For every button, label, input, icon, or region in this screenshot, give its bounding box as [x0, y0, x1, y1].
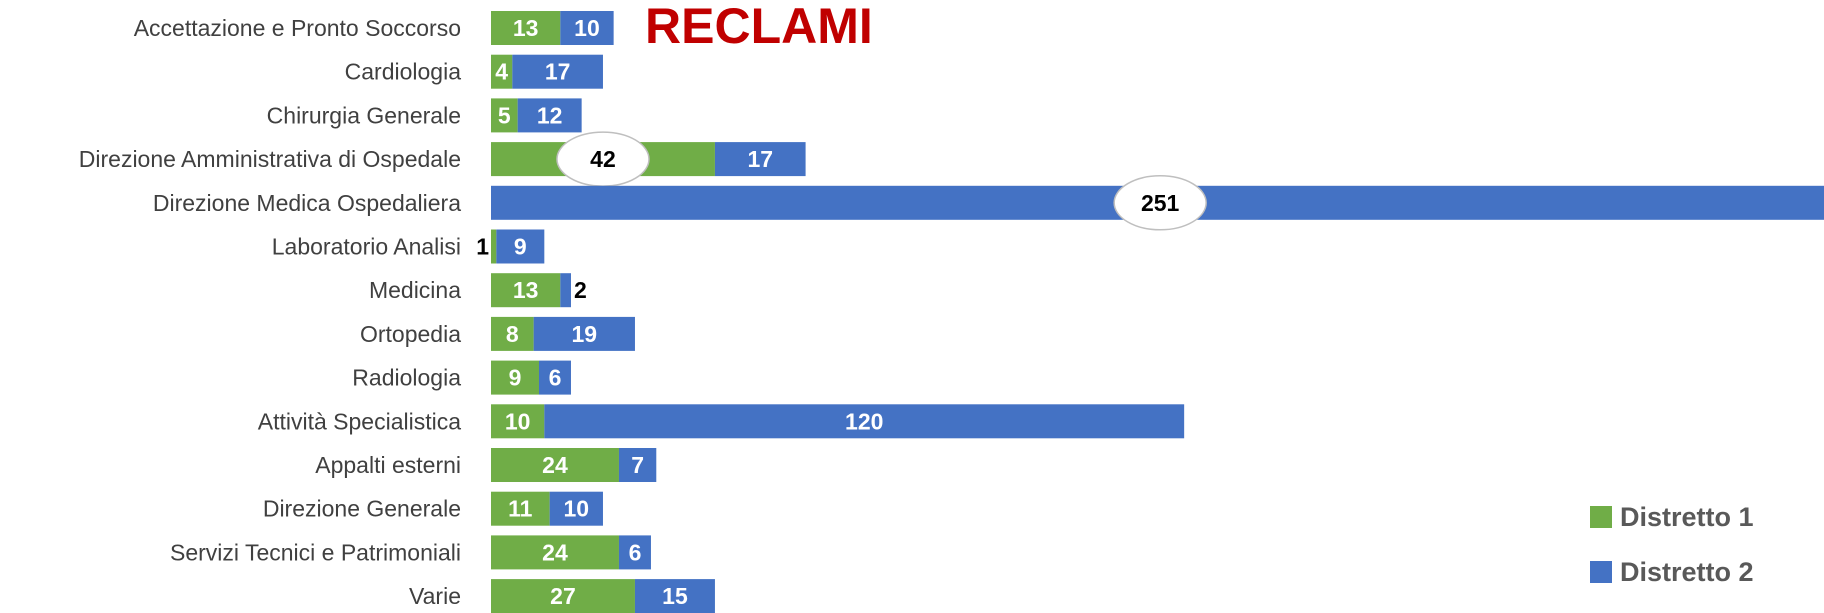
bar-segment: [491, 579, 635, 613]
category-label: Ortopedia: [360, 321, 461, 347]
value-label: 120: [845, 408, 883, 434]
value-label: 7: [631, 452, 644, 478]
bar-segment: [491, 448, 619, 482]
category-label: Direzione Medica Ospedaliera: [153, 190, 461, 216]
bar-segment: [634, 579, 715, 613]
bar-segment: [618, 448, 657, 482]
value-label: 13: [513, 277, 539, 303]
value-label: 10: [505, 408, 531, 434]
value-label: 5: [498, 102, 511, 128]
category-label: Appalti esterni: [315, 452, 461, 478]
value-label: 13: [513, 15, 539, 41]
value-label: 27: [550, 583, 576, 609]
bar-segment: [491, 229, 497, 264]
bar-segment: [512, 54, 603, 89]
category-label: Chirurgia Generale: [267, 102, 461, 128]
bar-segment: [491, 98, 518, 133]
category-label: Accettazione e Pronto Soccorso: [134, 15, 461, 41]
bar-segment: [491, 535, 619, 570]
value-label: 15: [662, 583, 688, 609]
bar-segment: [714, 142, 806, 177]
category-label: Servizi Tecnici e Patrimoniali: [170, 539, 461, 565]
bar-segment: [491, 316, 534, 351]
value-label: 9: [514, 234, 527, 260]
category-label: Attività Specialistica: [258, 408, 461, 434]
bar-segment: [491, 491, 550, 526]
bar-segment: [549, 491, 603, 526]
bar-segment: [491, 273, 561, 308]
category-label: Direzione Generale: [263, 496, 461, 522]
value-label: 10: [574, 15, 600, 41]
bar-segment: [618, 535, 651, 570]
value-label: 6: [629, 539, 642, 565]
category-label: Varie: [409, 583, 461, 609]
legend-swatch: [1590, 506, 1612, 528]
value-label: 1: [476, 234, 489, 260]
value-label: 19: [572, 321, 598, 347]
legend-swatch: [1590, 561, 1612, 583]
chart-title: RECLAMI: [645, 0, 873, 54]
bar-segment: [533, 316, 635, 351]
value-label: 17: [545, 59, 571, 85]
value-label: 24: [542, 452, 568, 478]
value-label: 10: [564, 496, 590, 522]
value-label: 11: [508, 496, 533, 522]
category-label: Direzione Amministrativa di Ospedale: [79, 146, 461, 172]
value-label: 24: [542, 539, 568, 565]
category-label: Laboratorio Analisi: [272, 234, 461, 260]
bar-segment: [491, 360, 539, 395]
value-label: 42: [590, 146, 616, 172]
callout: [1113, 175, 1207, 231]
category-label: Radiologia: [352, 365, 461, 391]
value-label: 2: [574, 277, 587, 303]
bar-segment: [491, 404, 545, 439]
value-label: 17: [747, 146, 773, 172]
value-label: 12: [537, 102, 563, 128]
legend-label: Distretto 1: [1620, 502, 1754, 532]
bar-segment: [517, 98, 582, 133]
value-label: 6: [549, 365, 562, 391]
value-label: 251: [1141, 190, 1180, 216]
value-label: 8: [506, 321, 519, 347]
bar-segment: [491, 11, 561, 45]
bar-segment: [496, 229, 545, 264]
bar-segment: [491, 54, 513, 89]
bar-segment: [560, 273, 571, 308]
bar-segment: [544, 404, 1185, 439]
category-label: Medicina: [369, 277, 461, 303]
category-label: Cardiologia: [345, 59, 462, 85]
value-label: 9: [509, 365, 522, 391]
bar-segment: [560, 11, 614, 45]
bar-segment: [538, 360, 571, 395]
value-label: 4: [495, 59, 508, 85]
legend-label: Distretto 2: [1620, 557, 1754, 587]
